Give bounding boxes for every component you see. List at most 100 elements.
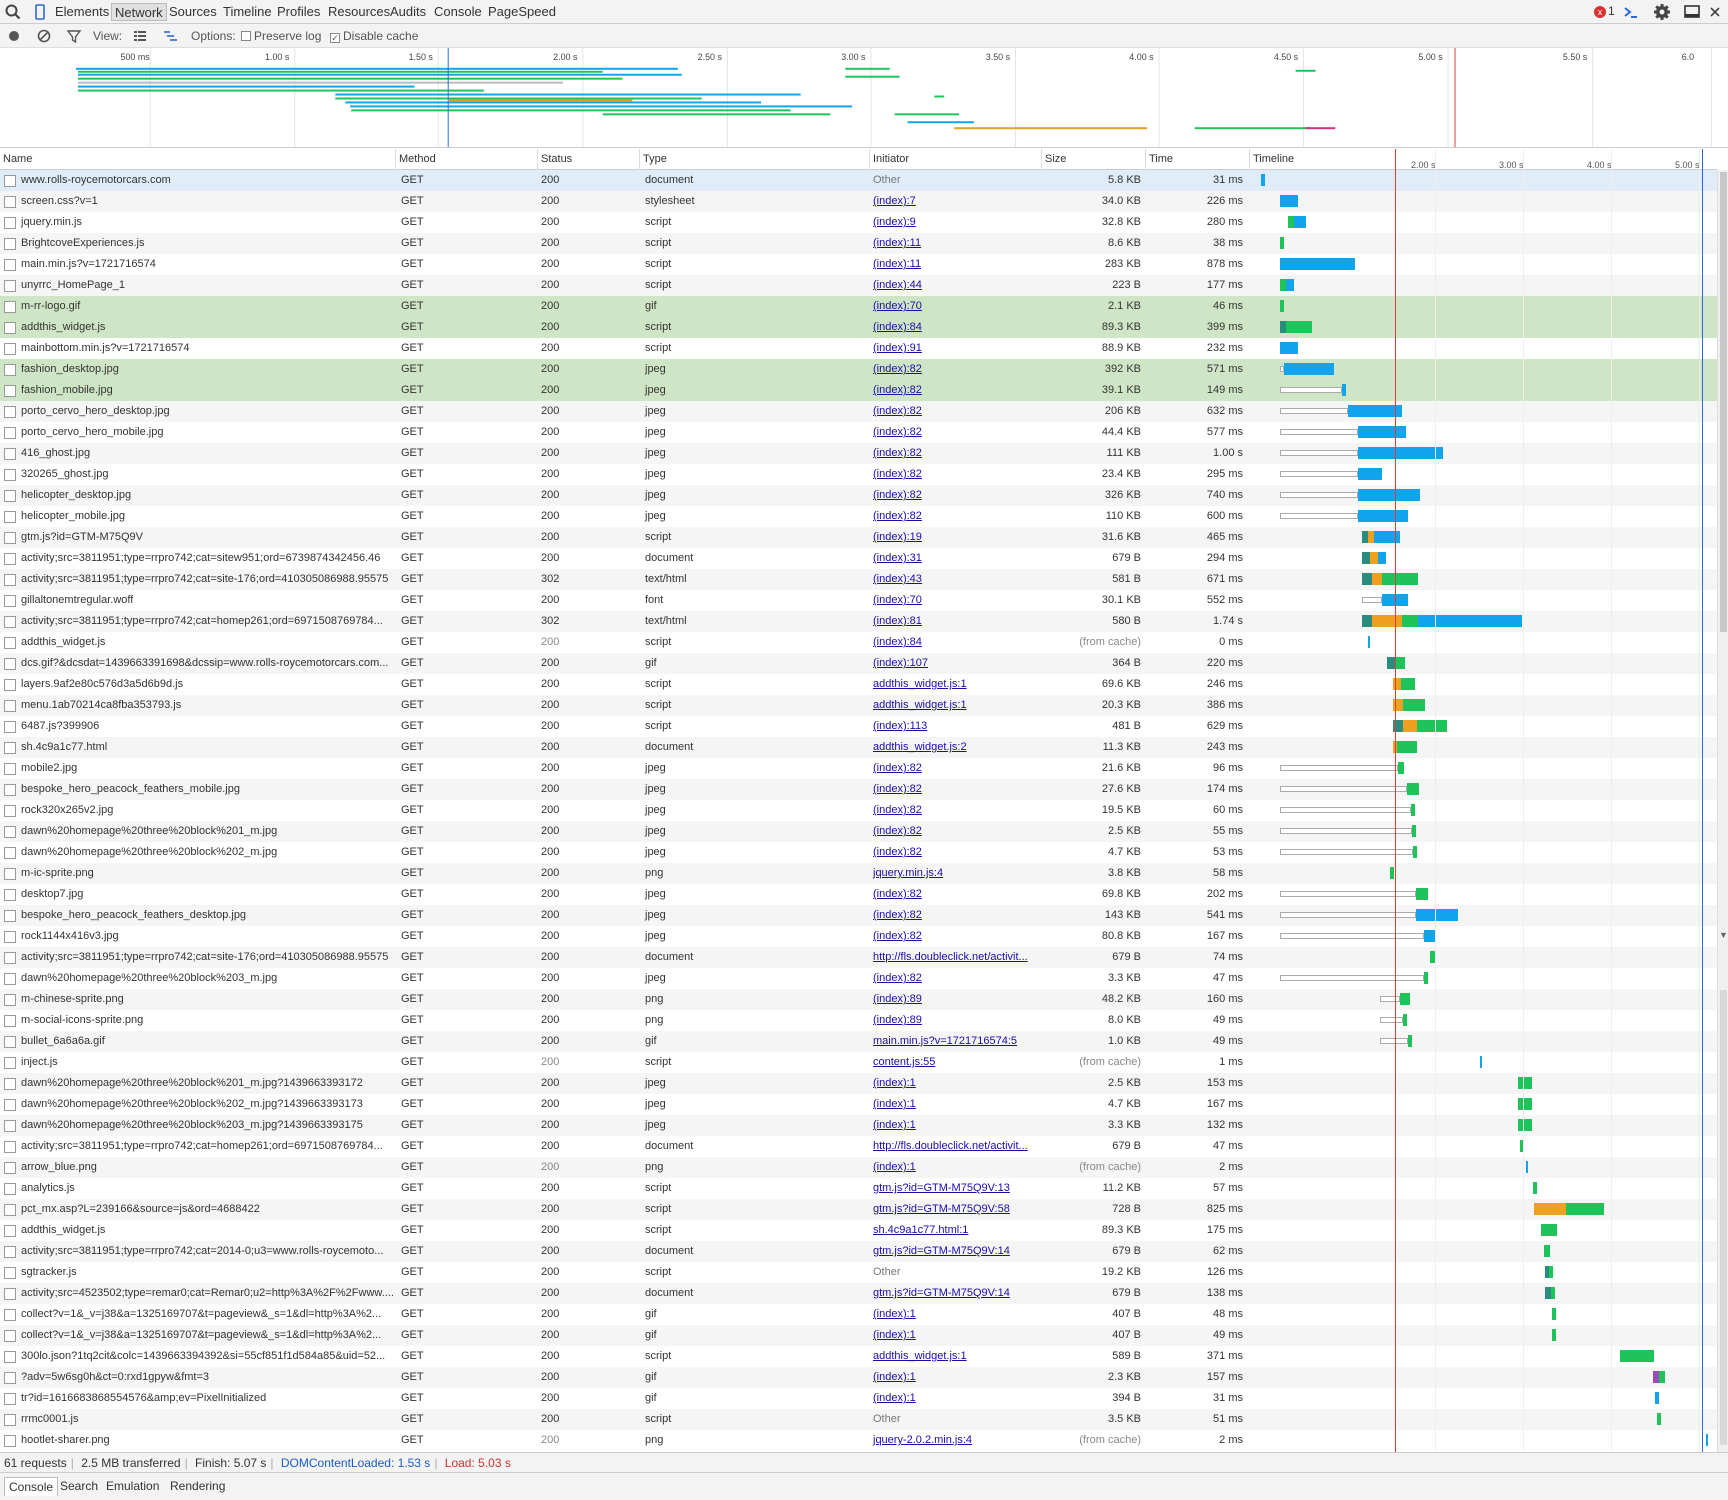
request-row[interactable]: addthis_widget.js GET 200 script sh.4c9a1c77…: [0, 1220, 1717, 1241]
gear-icon[interactable]: [1653, 3, 1671, 21]
request-initiator[interactable]: (index):1: [873, 1098, 916, 1110]
overview-icon[interactable]: [162, 28, 178, 44]
request-initiator[interactable]: (index):1: [873, 1308, 916, 1320]
request-initiator[interactable]: (index):44: [873, 279, 922, 291]
column-header-name[interactable]: Name: [0, 149, 396, 170]
scroll-down-arrow-icon[interactable]: ▼: [1719, 930, 1728, 940]
request-initiator[interactable]: (index):84: [873, 636, 922, 648]
request-initiator[interactable]: (index):82: [873, 783, 922, 795]
request-row[interactable]: inject.js GET 200 script content.js:55 (from …: [0, 1052, 1717, 1073]
request-initiator[interactable]: (index):1: [873, 1161, 916, 1173]
request-initiator[interactable]: (index):19: [873, 531, 922, 543]
request-row[interactable]: porto_cervo_hero_mobile.jpg GET 200 jpeg (in…: [0, 422, 1717, 443]
column-header-type[interactable]: Type: [640, 149, 870, 170]
request-row[interactable]: tr?id=1616683868554576&amp;ev=PixelIniti…: [0, 1388, 1717, 1409]
request-initiator[interactable]: (index):82: [873, 972, 922, 984]
clear-icon[interactable]: [36, 28, 52, 44]
request-initiator[interactable]: (index):82: [873, 447, 922, 459]
request-initiator[interactable]: (index):70: [873, 300, 922, 312]
request-initiator[interactable]: gtm.js?id=GTM-M75Q9V:14: [873, 1245, 1010, 1257]
tab-pagespeed[interactable]: PageSpeed: [488, 4, 556, 19]
request-row[interactable]: screen.css?v=1 GET 200 stylesheet (index):7 3…: [0, 191, 1717, 212]
request-row[interactable]: mainbottom.min.js?v=1721716574 GET 200 scri…: [0, 338, 1717, 359]
request-initiator[interactable]: (index):82: [873, 825, 922, 837]
request-row[interactable]: porto_cervo_hero_desktop.jpg GET 200 jpeg (i…: [0, 401, 1717, 422]
preserve-log-checkbox[interactable]: Preserve log: [241, 28, 321, 44]
request-row[interactable]: m-chinese-sprite.png GET 200 png (index):89 4…: [0, 989, 1717, 1010]
tab-sources[interactable]: Sources: [169, 4, 217, 19]
request-initiator[interactable]: (index):82: [873, 384, 922, 396]
request-initiator[interactable]: (index):11: [873, 258, 922, 270]
column-header-status[interactable]: Status: [538, 149, 640, 170]
request-row[interactable]: main.min.js?v=1721716574 GET 200 script (ind…: [0, 254, 1717, 275]
error-count[interactable]: 1: [1608, 4, 1615, 18]
request-row[interactable]: dawn%20homepage%20three%20block%203_m.jp…: [0, 968, 1717, 989]
column-header-size[interactable]: Size: [1042, 149, 1146, 170]
request-initiator[interactable]: (index):82: [873, 510, 922, 522]
tab-resources[interactable]: Resources: [328, 4, 391, 19]
request-row[interactable]: activity;src=4523502;type=remar0;cat=Rem…: [0, 1283, 1717, 1304]
request-initiator[interactable]: content.js:55: [873, 1056, 936, 1068]
request-initiator[interactable]: addthis_widget.js:1: [873, 1350, 967, 1362]
request-initiator[interactable]: (index):1: [873, 1392, 916, 1404]
request-initiator[interactable]: (index):11: [873, 237, 922, 249]
device-mode-icon[interactable]: [31, 3, 49, 21]
request-row[interactable]: dawn%20homepage%20three%20block%202_m.jp…: [0, 842, 1717, 863]
drawer-tab-rendering[interactable]: Rendering: [170, 1479, 226, 1493]
request-row[interactable]: www.rolls-roycemotorcars.com GET 200 docume…: [0, 170, 1717, 191]
request-row[interactable]: activity;src=3811951;type=rrpro742;cat=s…: [0, 548, 1717, 569]
request-row[interactable]: gillaltonemtregular.woff GET 200 font (index…: [0, 590, 1717, 611]
timeline-overview[interactable]: 500 ms 1.00 s 1.50 s 2.00 s 2.50 s 3.00 s 3.50…: [0, 48, 1728, 148]
request-initiator[interactable]: (index):82: [873, 363, 922, 375]
request-initiator[interactable]: (index):1: [873, 1077, 916, 1089]
request-row[interactable]: 6487.js?399906 GET 200 script (index):113 481…: [0, 716, 1717, 737]
request-row[interactable]: 320265_ghost.jpg GET 200 jpeg (index):82 23.4…: [0, 464, 1717, 485]
request-initiator[interactable]: (index):82: [873, 888, 922, 900]
request-row[interactable]: menu.1ab70214ca8fba353793.js GET 200 script…: [0, 695, 1717, 716]
request-row[interactable]: rock320x265v2.jpg GET 200 jpeg (index):82 19.…: [0, 800, 1717, 821]
column-header-method[interactable]: Method: [396, 149, 538, 170]
request-initiator[interactable]: (index):82: [873, 909, 922, 921]
request-initiator[interactable]: http://fls.doubleclick.net/activit...: [873, 951, 1028, 963]
request-row[interactable]: layers.9af2e80c576d3a5d6b9d.js GET 200 scri…: [0, 674, 1717, 695]
request-row[interactable]: addthis_widget.js GET 200 script (index):84 (…: [0, 632, 1717, 653]
request-row[interactable]: arrow_blue.png GET 200 png (index):1 (from ca…: [0, 1157, 1717, 1178]
tab-network[interactable]: Network: [111, 3, 167, 21]
tab-console[interactable]: Console: [434, 4, 482, 19]
request-row[interactable]: gtm.js?id=GTM-M75Q9V GET 200 script (index):…: [0, 527, 1717, 548]
request-initiator[interactable]: (index):1: [873, 1329, 916, 1341]
request-row[interactable]: dawn%20homepage%20three%20block%201_m.jp…: [0, 1073, 1717, 1094]
request-row[interactable]: dawn%20homepage%20three%20block%203_m.jp…: [0, 1115, 1717, 1136]
request-initiator[interactable]: (index):81: [873, 615, 922, 627]
dock-icon[interactable]: [1683, 3, 1701, 21]
request-row[interactable]: bespoke_hero_peacock_feathers_mobile.jpg…: [0, 779, 1717, 800]
request-row[interactable]: dawn%20homepage%20three%20block%201_m.jp…: [0, 821, 1717, 842]
request-row[interactable]: desktop7.jpg GET 200 jpeg (index):82 69.8 KB 2…: [0, 884, 1717, 905]
request-row[interactable]: hootlet-sharer.png GET 200 png jquery-2.0.2.…: [0, 1430, 1717, 1451]
request-row[interactable]: bullet_6a6a6a.gif GET 200 gif main.min.js?v=…: [0, 1031, 1717, 1052]
scrollbar-thumb[interactable]: [1720, 172, 1727, 632]
tab-timeline[interactable]: Timeline: [223, 4, 272, 19]
request-row[interactable]: mobile2.jpg GET 200 jpeg (index):82 21.6 KB 96…: [0, 758, 1717, 779]
request-row[interactable]: collect?v=1&_v=j38&a=1325169707&t=pagevi…: [0, 1304, 1717, 1325]
column-header-time[interactable]: Time: [1146, 149, 1250, 170]
request-initiator[interactable]: (index):82: [873, 405, 922, 417]
request-initiator[interactable]: (index):31: [873, 552, 922, 564]
request-initiator[interactable]: (index):43: [873, 573, 922, 585]
tab-audits[interactable]: Audits: [390, 4, 427, 19]
tab-elements[interactable]: Elements: [55, 4, 110, 19]
request-row[interactable]: pct_mx.asp?L=239166&source=js&ord=468842…: [0, 1199, 1717, 1220]
request-row[interactable]: rrmc0001.js GET 200 script Other 3.5 KB 51 ms: [0, 1409, 1717, 1430]
drawer-tab-console[interactable]: Console: [4, 1477, 59, 1496]
column-header-initiator[interactable]: Initiator: [870, 149, 1042, 170]
request-row[interactable]: activity;src=3811951;type=rrpro742;cat=h…: [0, 611, 1717, 632]
drawer-tab-emulation[interactable]: Emulation: [106, 1479, 160, 1493]
request-initiator[interactable]: (index):82: [873, 762, 922, 774]
request-initiator[interactable]: (index):82: [873, 846, 922, 858]
request-row[interactable]: fashion_mobile.jpg GET 200 jpeg (index):82 39…: [0, 380, 1717, 401]
request-row[interactable]: dcs.gif?&dcsdat=1439663391698&dcssip=www…: [0, 653, 1717, 674]
request-initiator[interactable]: (index):82: [873, 489, 922, 501]
request-initiator[interactable]: main.min.js?v=1721716574:5: [873, 1035, 1018, 1047]
request-initiator[interactable]: (index):9: [873, 216, 916, 228]
request-initiator[interactable]: jquery.min.js:4: [873, 867, 944, 879]
